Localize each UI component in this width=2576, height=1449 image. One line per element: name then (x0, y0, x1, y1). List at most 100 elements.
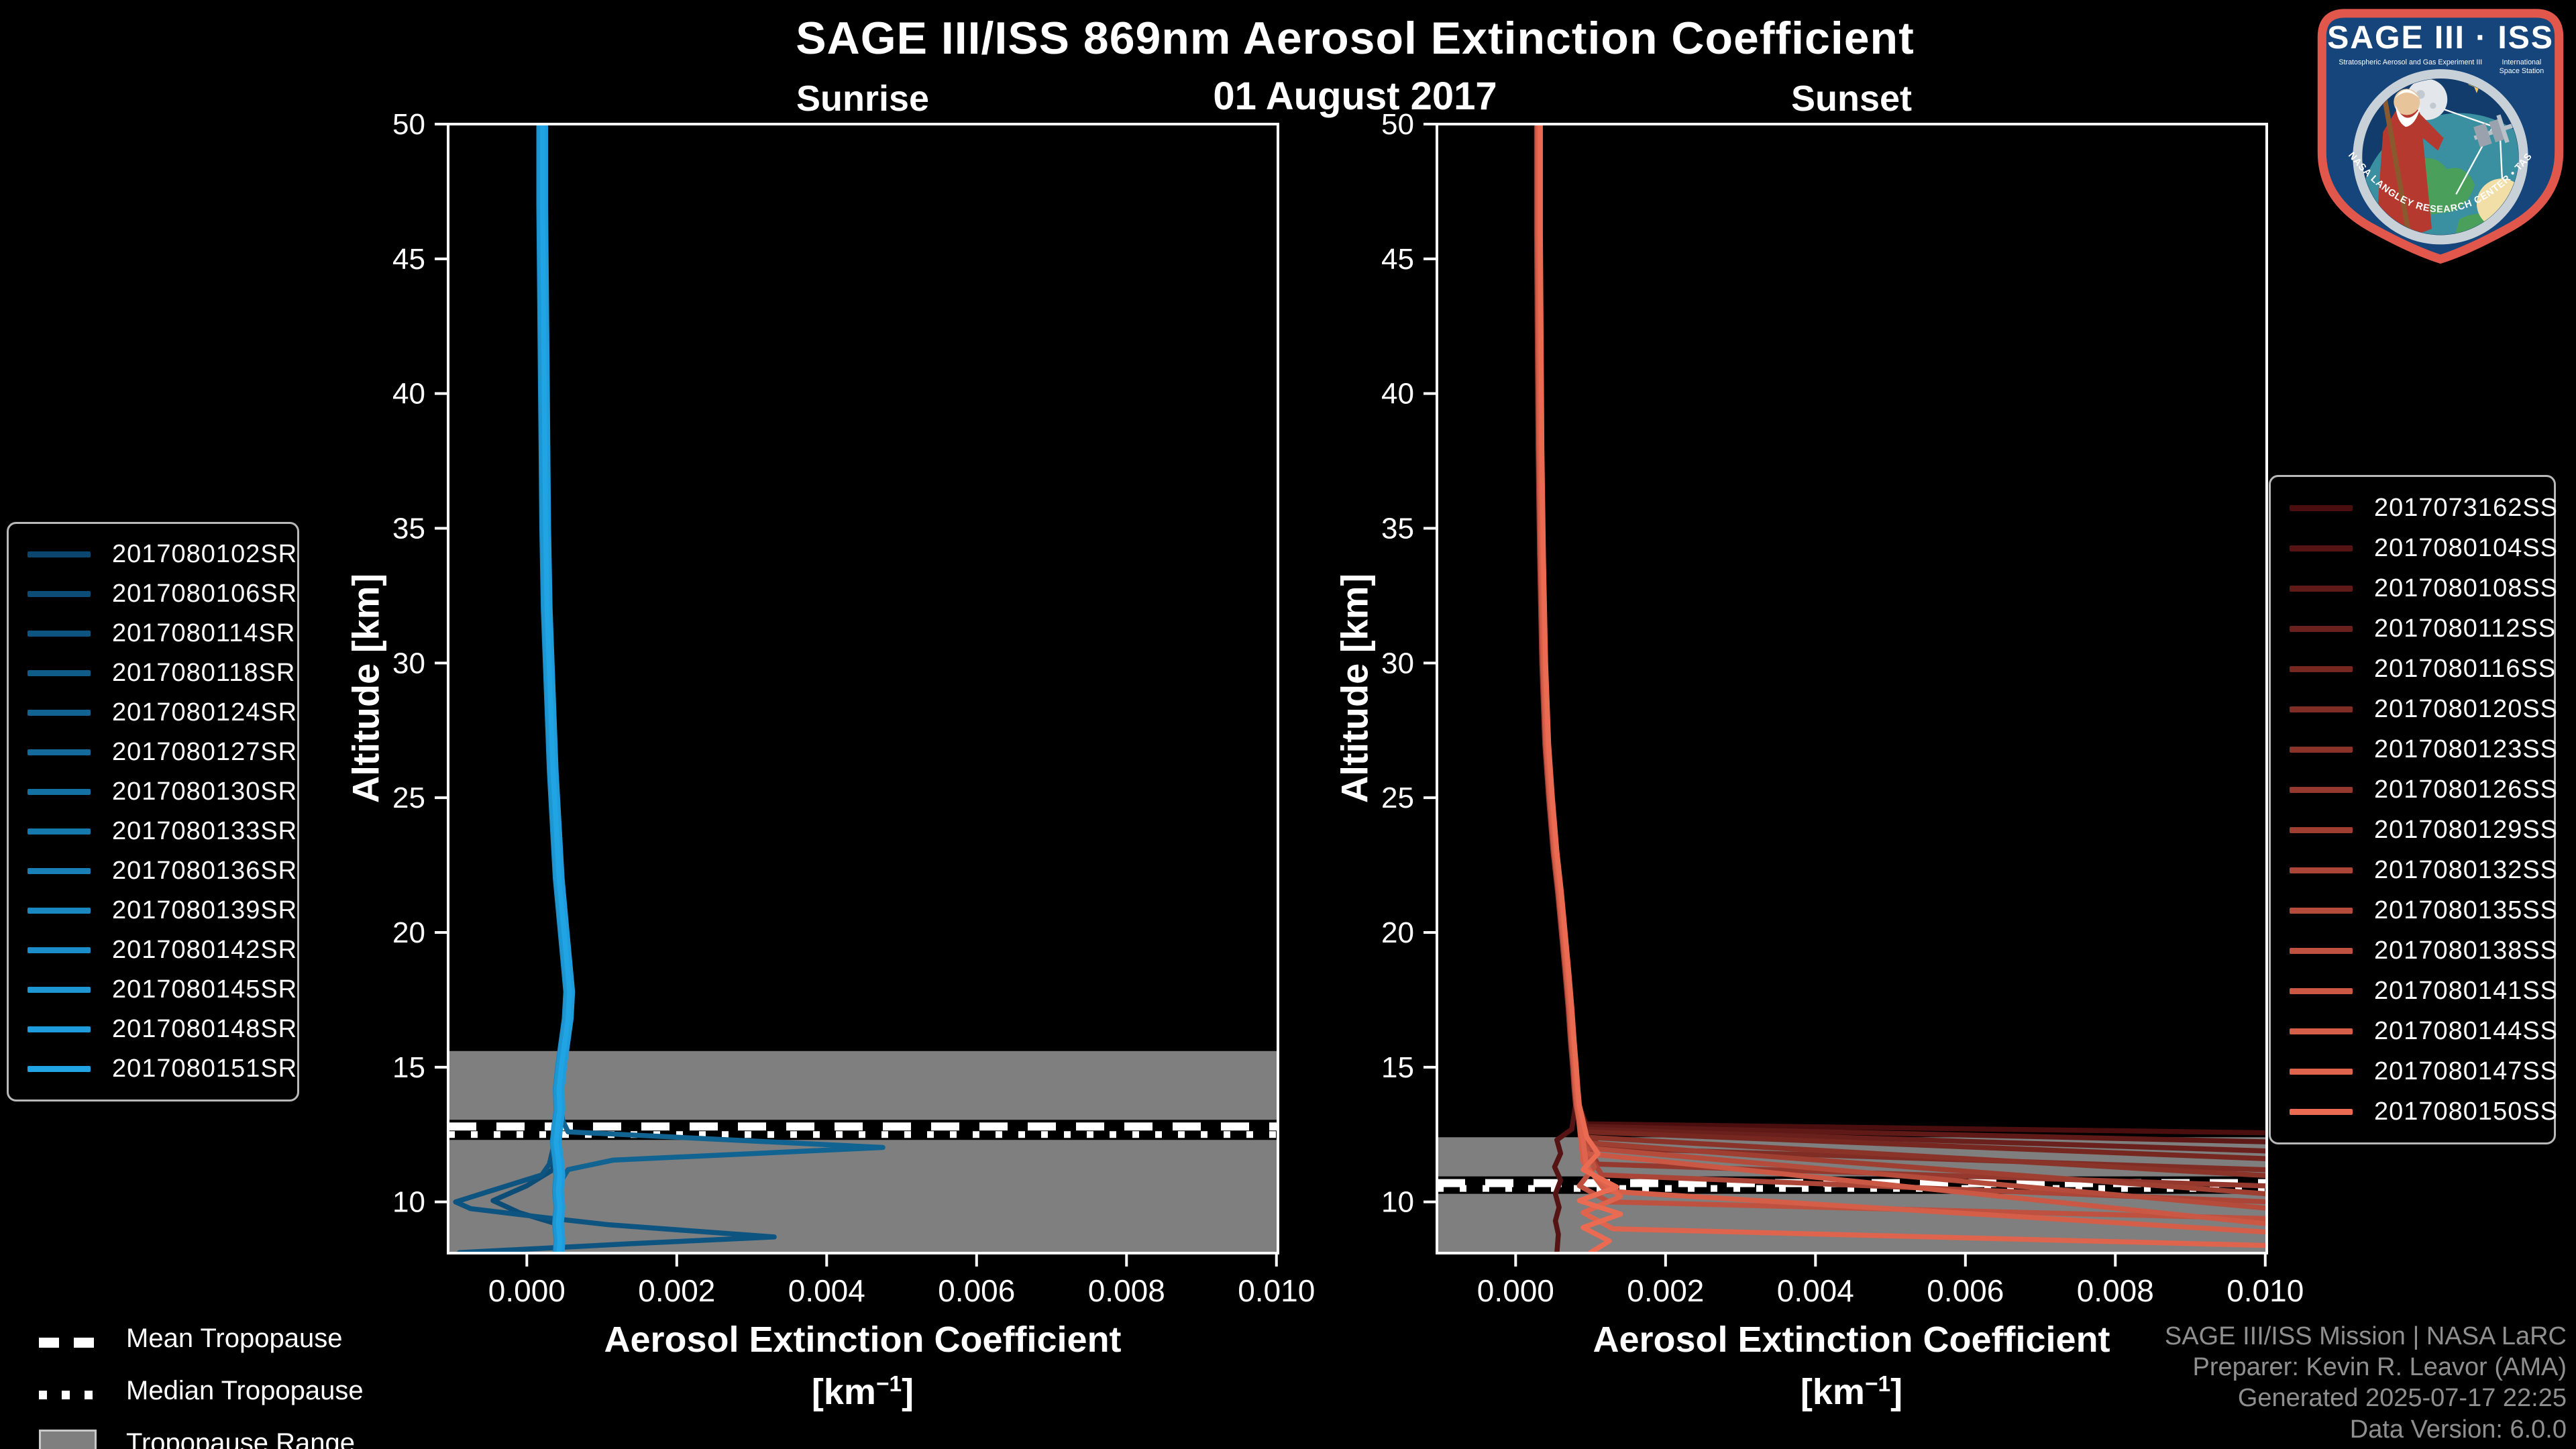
sunrise-legend-item-2017080114SR: 2017080114SR (28, 614, 294, 653)
sunrise-x-tick-label: 0.002 (638, 1273, 715, 1308)
sunset-y-tick-label: 25 (1381, 782, 1414, 814)
sunset-legend-item-2017080138SS: 2017080138SS (2290, 930, 2557, 971)
page-title: SAGE III/ISS 869nm Aerosol Extinction Co… (796, 13, 1915, 64)
mean-tropopause-label: Mean Tropopause (126, 1323, 343, 1353)
legend-line-swatch (2290, 665, 2353, 672)
legend-line-swatch (28, 551, 91, 557)
xlabel-sunrise: Aerosol Extinction Coefficient [km−1] (447, 1313, 1279, 1419)
legend-sunrise: 2017080102SR 2017080106SR 2017080114SR 2017… (7, 522, 299, 1102)
sunset-series-2017080138SS (1534, 124, 2267, 1222)
sunrise-legend-item-2017080124SR: 2017080124SR (28, 693, 297, 733)
legend-item-median-tropopause: Median Tropopause (20, 1364, 364, 1417)
legend-line-swatch (2290, 1108, 2353, 1115)
sunset-x-tick-label: 0.010 (2226, 1273, 2304, 1308)
sunset-legend-item-2017080126SS: 2017080126SS (2290, 769, 2557, 810)
legend-line-swatch (28, 591, 91, 597)
sunrise-y-tick-label: 15 (392, 1051, 425, 1084)
legend-event-id: 2017080108SS (2374, 574, 2559, 602)
sunrise-y-tick-label: 30 (392, 647, 425, 680)
legend-line-swatch (2290, 706, 2353, 712)
mean-tropopause-dash-swatch (39, 1337, 97, 1348)
legend-event-id: 2017080136SR (112, 857, 298, 885)
xlabel-sunset-unit: [km−1] (1800, 1372, 1903, 1413)
sunset-legend-item-2017080123SS: 2017080123SS (2290, 729, 2557, 769)
sunrise-y-tick-label: 50 (392, 108, 425, 141)
legend-line-swatch (2290, 504, 2353, 511)
sunset-series-2017080150SS (1538, 124, 1623, 1253)
sunset-y-tick-label: 15 (1381, 1051, 1414, 1084)
sunset-legend-item-2017080144SS: 2017080144SS (2290, 1011, 2557, 1051)
legend-event-id: 2017080118SR (112, 659, 296, 687)
sunrise-y-tick-label: 10 (392, 1186, 425, 1219)
xlabel-sunset: Aerosol Extinction Coefficient [km−1] (1436, 1313, 2267, 1419)
mission-patch-logo: SAGE III · ISS Stratospheric Aerosol and… (2316, 7, 2564, 264)
sunset-x-tick-label: 0.000 (1477, 1273, 1554, 1308)
legend-line-swatch (2290, 786, 2353, 793)
legend-event-id: 2017080147SS (2374, 1057, 2559, 1085)
sunset-series-2017080144SS (1536, 124, 2267, 1235)
sunrise-x-tick-label: 0.010 (1238, 1273, 1315, 1308)
sunset-x-tick-label: 0.004 (1777, 1273, 1854, 1308)
sunrise-series-2017080151SR (540, 124, 572, 1253)
legend-line-swatch (2290, 1068, 2353, 1075)
sunset-series-2017080135SS (1537, 124, 2267, 1211)
legend-event-id: 2017080151SR (112, 1055, 298, 1083)
legend-line-swatch (2290, 746, 2353, 753)
legend-event-id: 2017080112SS (2374, 614, 2557, 643)
legend-item-tropopause-range: Tropopause Range (20, 1417, 364, 1449)
legend-event-id: 2017080141SS (2374, 976, 2559, 1005)
legend-event-id: 2017080148SR (112, 1015, 298, 1043)
sunrise-legend-item-2017080136SR: 2017080136SR (28, 851, 297, 891)
sunrise-legend-item-2017080148SR: 2017080148SR (28, 1010, 297, 1049)
patch-title: SAGE III · ISS (2327, 19, 2554, 56)
legend-line-swatch (2290, 585, 2353, 592)
sunset-series-2017080108SS (1537, 124, 2267, 1144)
sunset-legend-item-2017080120SS: 2017080120SS (2290, 689, 2557, 729)
legend-line-swatch (28, 710, 91, 716)
sunset-x-tick-label: 0.008 (2077, 1273, 2154, 1308)
sunrise-x-tick-label: 0.004 (788, 1273, 865, 1308)
sunset-legend-item-2017080116SS: 2017080116SS (2290, 649, 2555, 689)
sunrise-legend-item-2017080106SR: 2017080106SR (28, 574, 297, 614)
sunrise-x-tick-label: 0.008 (1088, 1273, 1165, 1308)
ylabel-sunset: Altitude [km] (1333, 573, 1376, 804)
sunset-y-tick-label: 45 (1381, 243, 1414, 276)
legend-event-id: 2017080104SS (2374, 533, 2559, 562)
sunset-plot-frame (1436, 123, 2268, 1254)
sunset-legend-item-2017080132SS: 2017080132SS (2290, 850, 2557, 890)
sunset-series-2017080112SS (1534, 124, 2267, 1154)
legend-event-id: 2017080102SR (112, 540, 298, 568)
sunset-series-2017080126SS (1534, 124, 2267, 1189)
legend-sunset: 2017073162SS 2017080104SS 2017080108SS 2017… (2269, 475, 2559, 1144)
panel-title-sunrise: Sunrise (796, 78, 930, 119)
legend-line-swatch (28, 987, 91, 993)
panel-title-sunset: Sunset (1790, 78, 1913, 119)
legend-event-id: 2017080132SS (2374, 855, 2559, 884)
sunrise-legend-item-2017080133SR: 2017080133SR (28, 812, 297, 851)
sunset-legend-item-2017073162SS: 2017073162SS (2290, 488, 2557, 528)
credits-mission: SAGE III/ISS Mission | NASA LaRC (2164, 1322, 2567, 1350)
sunset-legend-item-2017080112SS: 2017080112SS (2290, 608, 2555, 649)
legend-line-swatch (2290, 826, 2353, 833)
sunrise-legend-item-2017080127SR: 2017080127SR (28, 733, 297, 772)
sunset-x-tick-label: 0.002 (1627, 1273, 1704, 1308)
sunrise-plot-frame (447, 123, 1279, 1254)
legend-event-id: 2017080116SS (2374, 654, 2557, 683)
sunrise-legend-item-2017080130SR: 2017080130SR (28, 772, 297, 812)
sunset-x-tick-label: 0.006 (1927, 1273, 2004, 1308)
sunrise-legend-item-2017080142SR: 2017080142SR (28, 930, 297, 970)
xlabel-sunrise-unit: [km−1] (811, 1372, 914, 1413)
sunrise-y-tick-label: 20 (392, 916, 425, 949)
patch-sage-figure (2372, 78, 2444, 235)
sunrise-x-tick-label: 0.006 (938, 1273, 1015, 1308)
sunset-legend-item-2017080141SS: 2017080141SS (2290, 971, 2557, 1011)
sunset-y-tick-label: 50 (1381, 108, 1414, 141)
legend-line-swatch (2290, 987, 2353, 994)
sunset-series-2017080141SS (1536, 124, 2267, 1227)
credits-version: Data Version: 6.0.0 (2349, 1415, 2567, 1444)
sunset-plot-area (1437, 124, 2267, 1253)
sunrise-y-tick-label: 45 (392, 243, 425, 276)
sunset-y-tick-label: 30 (1381, 647, 1414, 680)
sunset-series-2017080116SS (1536, 124, 2267, 1162)
